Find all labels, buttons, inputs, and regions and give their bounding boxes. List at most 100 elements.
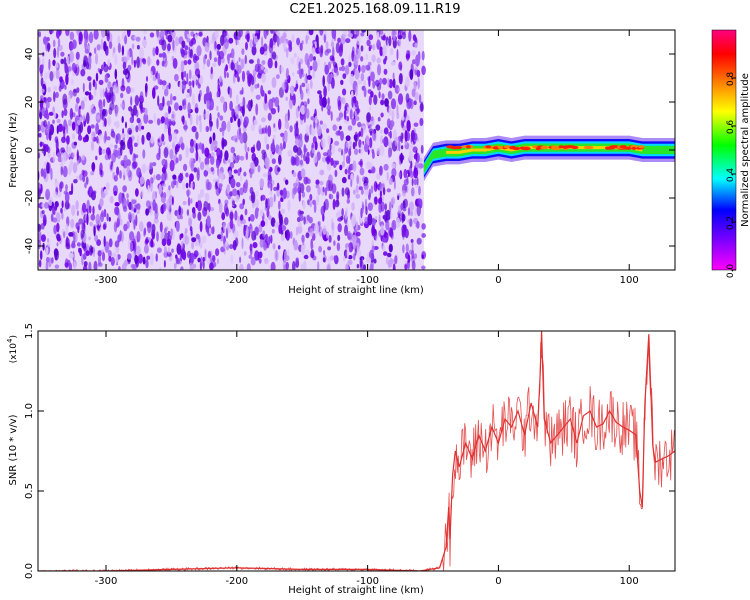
noise-speckle bbox=[189, 226, 193, 232]
noise-speckle bbox=[270, 108, 276, 115]
noise-speckle bbox=[113, 190, 118, 196]
noise-speckle bbox=[284, 121, 290, 130]
noise-speckle bbox=[83, 30, 89, 41]
noise-speckle bbox=[123, 205, 128, 212]
noise-speckle bbox=[166, 100, 171, 107]
noise-speckle bbox=[108, 41, 113, 49]
noise-speckle bbox=[299, 133, 303, 141]
noise-speckle bbox=[382, 187, 386, 196]
colorbar-tick-label: 0.6 bbox=[726, 120, 736, 135]
noise-speckle bbox=[349, 73, 355, 86]
noise-speckle bbox=[324, 187, 328, 197]
noise-speckle bbox=[59, 182, 63, 193]
noise-speckle bbox=[281, 225, 287, 231]
noise-speckle bbox=[411, 187, 415, 197]
noise-speckle bbox=[114, 54, 118, 66]
noise-speckle bbox=[366, 112, 371, 123]
noise-speckle bbox=[329, 55, 335, 61]
noise-speckle bbox=[283, 217, 289, 226]
noise-speckle bbox=[246, 33, 250, 43]
noise-speckle bbox=[52, 217, 58, 223]
noise-speckle bbox=[240, 174, 243, 182]
noise-speckle bbox=[196, 167, 200, 176]
noise-speckle bbox=[340, 58, 345, 66]
noise-speckle bbox=[305, 249, 310, 256]
noise-speckle bbox=[125, 121, 127, 129]
noise-speckle bbox=[90, 124, 95, 129]
noise-speckle bbox=[310, 126, 314, 137]
noise-speckle bbox=[390, 61, 396, 66]
noise-speckle bbox=[83, 261, 88, 267]
noise-speckle bbox=[246, 104, 249, 109]
noise-speckle bbox=[55, 138, 59, 151]
noise-speckle bbox=[191, 237, 197, 243]
noise-speckle bbox=[368, 188, 372, 198]
noise-speckle bbox=[64, 191, 70, 204]
noise-speckle bbox=[39, 88, 45, 94]
noise-speckle bbox=[264, 233, 269, 242]
noise-speckle bbox=[136, 203, 141, 211]
noise-speckle bbox=[413, 253, 418, 259]
noise-speckle bbox=[45, 101, 50, 109]
noise-speckle bbox=[38, 31, 41, 38]
noise-speckle bbox=[220, 149, 223, 159]
noise-speckle bbox=[307, 35, 310, 41]
noise-speckle bbox=[379, 144, 385, 157]
x-tick-label: -100 bbox=[356, 275, 379, 286]
noise-speckle bbox=[339, 125, 342, 130]
noise-speckle bbox=[134, 142, 138, 147]
noise-speckle bbox=[239, 132, 244, 144]
noise-speckle bbox=[382, 237, 387, 243]
noise-speckle bbox=[372, 80, 376, 89]
noise-speckle bbox=[204, 92, 210, 101]
noise-speckle bbox=[337, 99, 342, 111]
noise-speckle bbox=[71, 62, 76, 72]
noise-speckle bbox=[371, 54, 376, 63]
noise-speckle bbox=[98, 79, 104, 86]
noise-speckle bbox=[337, 37, 341, 43]
noise-speckle bbox=[48, 111, 54, 116]
noise-speckle bbox=[98, 133, 104, 140]
noise-speckle bbox=[355, 85, 358, 97]
noise-speckle bbox=[168, 82, 171, 90]
noise-speckle bbox=[380, 112, 384, 118]
noise-speckle bbox=[63, 57, 67, 65]
noise-speckle bbox=[223, 243, 226, 249]
noise-speckle bbox=[75, 97, 80, 104]
noise-speckle bbox=[369, 263, 374, 270]
noise-speckle bbox=[183, 98, 187, 106]
colorbar-gradient bbox=[711, 29, 737, 271]
noise-speckle bbox=[209, 50, 212, 61]
signal-peak-blob bbox=[541, 145, 548, 149]
noise-speckle bbox=[337, 147, 342, 153]
noise-speckle bbox=[236, 154, 240, 161]
noise-speckle bbox=[91, 130, 95, 141]
noise-speckle bbox=[333, 255, 337, 262]
noise-speckle bbox=[312, 60, 318, 72]
noise-speckle bbox=[217, 112, 220, 118]
noise-speckle bbox=[360, 45, 364, 52]
noise-speckle bbox=[46, 42, 51, 51]
noise-speckle bbox=[242, 219, 246, 225]
x-tick-label: -300 bbox=[95, 576, 118, 587]
noise-speckle bbox=[408, 30, 412, 42]
noise-speckle bbox=[135, 214, 138, 227]
noise-speckle bbox=[278, 210, 281, 220]
noise-speckle bbox=[41, 64, 44, 70]
noise-speckle bbox=[387, 252, 392, 258]
noise-speckle bbox=[376, 148, 381, 156]
noise-speckle bbox=[127, 64, 132, 71]
signal-peak-blob bbox=[632, 146, 636, 150]
noise-speckle bbox=[359, 256, 363, 268]
noise-speckle bbox=[174, 73, 179, 82]
noise-speckle bbox=[420, 101, 424, 112]
noise-speckle bbox=[300, 89, 304, 101]
noise-speckle bbox=[263, 241, 267, 251]
spectrogram-x-ticks: -300 -200 -100 0 100 bbox=[95, 30, 639, 286]
noise-speckle bbox=[203, 55, 206, 65]
noise-speckle bbox=[262, 230, 266, 238]
noise-speckle bbox=[234, 210, 238, 221]
noise-speckle bbox=[95, 155, 98, 161]
noise-speckle bbox=[65, 242, 71, 250]
noise-speckle bbox=[349, 108, 353, 120]
